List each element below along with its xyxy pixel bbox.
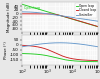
Controller — [26, 11, 27, 12]
Open loop — [26, 5, 27, 6]
Open loop — [70, 18, 71, 19]
Controller — [87, 19, 88, 20]
Controller — [97, 21, 99, 22]
Legend: Open loop, Closed loop, Controller: Open loop, Closed loop, Controller — [75, 3, 97, 18]
Controller — [66, 16, 67, 17]
Closed loop — [66, 17, 67, 18]
Open loop — [87, 23, 88, 24]
Line: Closed loop: Closed loop — [22, 14, 98, 27]
Closed loop — [97, 26, 99, 27]
Closed loop — [79, 21, 80, 22]
Open loop — [21, 4, 23, 5]
Closed loop — [21, 13, 23, 14]
Closed loop — [26, 13, 27, 14]
Open loop — [97, 26, 99, 27]
Closed loop — [70, 18, 71, 19]
Controller — [70, 17, 71, 18]
Open loop — [79, 21, 80, 22]
Text: Open loop: Open loop — [24, 6, 40, 10]
Line: Controller: Controller — [22, 12, 98, 21]
Controller — [21, 11, 23, 12]
Open loop — [66, 17, 67, 18]
Y-axis label: Phase (°): Phase (°) — [4, 41, 8, 59]
Line: Open loop: Open loop — [22, 4, 98, 27]
Controller — [68, 16, 69, 17]
Closed loop — [68, 17, 69, 18]
Closed loop — [87, 23, 88, 24]
Controller — [79, 18, 80, 19]
Y-axis label: Magnitude (dB): Magnitude (dB) — [7, 2, 11, 32]
Open loop — [68, 17, 69, 18]
